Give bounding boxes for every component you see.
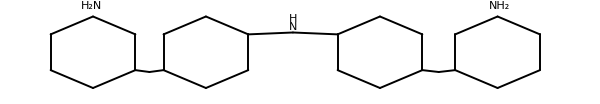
Text: N: N — [289, 22, 297, 32]
Text: H: H — [289, 14, 297, 24]
Text: H₂N: H₂N — [80, 1, 102, 11]
Text: NH₂: NH₂ — [489, 1, 510, 11]
